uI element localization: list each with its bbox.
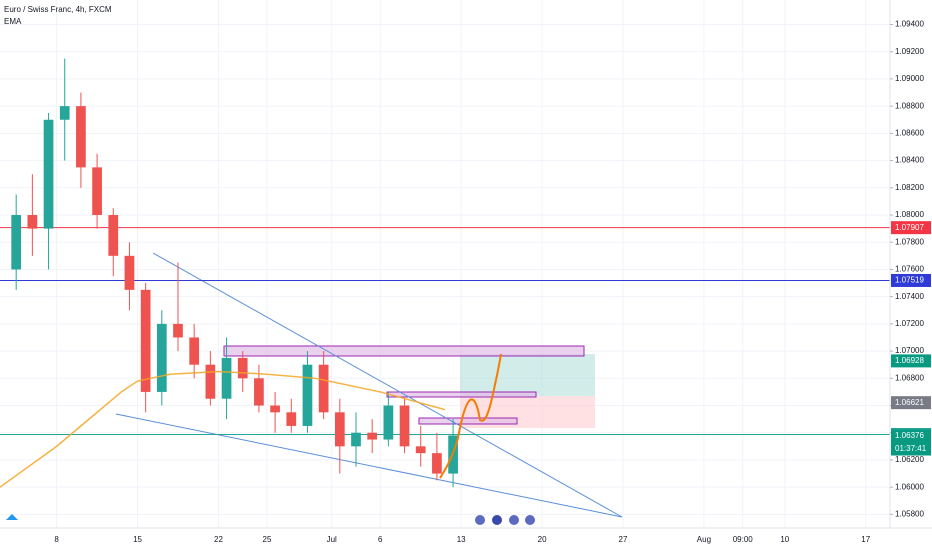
- y-tick-label: 1.07200: [895, 319, 924, 328]
- candle-body: [334, 412, 345, 447]
- x-tick-label: 22: [214, 535, 223, 544]
- axes: 1.09400 1.09200 1.09000 1.08800 1.08600 1.084…: [54, 20, 931, 544]
- candle-body: [432, 453, 442, 474]
- candle-body: [383, 405, 394, 440]
- zone-box: [418, 417, 518, 425]
- x-tick-label: Aug: [697, 535, 711, 544]
- x-tick-label: Jul: [327, 535, 337, 544]
- event-icon[interactable]: [509, 515, 519, 525]
- y-tick-label: 1.08600: [895, 128, 924, 137]
- x-tick-label: 15: [133, 535, 142, 544]
- indicator-name: EMA: [4, 17, 22, 26]
- x-tick-label: 13: [457, 535, 466, 544]
- candle-body: [173, 323, 183, 338]
- x-tick-label: 27: [619, 535, 628, 544]
- y-tick-label: 1.09200: [895, 47, 924, 56]
- candle-body: [318, 364, 329, 413]
- x-tick-label: 10: [780, 535, 789, 544]
- logo[interactable]: [6, 514, 18, 520]
- price-label: 1.07907: [895, 223, 924, 232]
- y-tick-label: 1.09000: [895, 74, 924, 83]
- price-label-box: [891, 221, 931, 235]
- price-label-box: [891, 396, 931, 410]
- trend-line: [152, 252, 623, 518]
- y-tick-label: 1.06000: [895, 482, 924, 491]
- x-tick-label: 17: [861, 535, 870, 544]
- candle-body: [351, 432, 361, 447]
- chart-title: Euro / Swiss Franc, 4h, FXCM: [4, 5, 112, 14]
- zone-box: [223, 345, 585, 357]
- price-label-box: [891, 429, 931, 443]
- y-tick-label: 1.08400: [895, 156, 924, 165]
- candle-body: [43, 119, 54, 229]
- x-tick-label: 25: [263, 535, 272, 544]
- price-label: 1.06621: [895, 398, 924, 407]
- y-tick-label: 1.07600: [895, 265, 924, 274]
- event-icon[interactable]: [492, 515, 502, 525]
- candle-body: [124, 255, 135, 290]
- candle-body: [367, 432, 378, 440]
- y-tick-label: 1.09400: [895, 20, 924, 29]
- event-icon[interactable]: [525, 515, 535, 525]
- target-zone: [460, 354, 595, 396]
- candle-body: [205, 364, 216, 399]
- candle-body: [11, 215, 22, 270]
- candle-body: [156, 323, 167, 392]
- x-tick-label: 20: [538, 535, 547, 544]
- event-icons: [475, 515, 535, 525]
- event-icon[interactable]: [475, 515, 485, 525]
- y-tick-label: 1.07800: [895, 237, 924, 246]
- ema-line: [0, 370, 446, 488]
- candle-body: [76, 106, 86, 168]
- candle-body: [59, 106, 70, 120]
- candle-body: [189, 337, 200, 365]
- y-tick-label: 1.06200: [895, 455, 924, 464]
- countdown-box: [891, 442, 931, 456]
- candle-body: [140, 289, 151, 392]
- candle-body: [108, 215, 119, 256]
- y-tick-label: 1.06800: [895, 373, 924, 382]
- y-tick-label: 1.08200: [895, 183, 924, 192]
- candle-body: [27, 215, 38, 229]
- x-tick-label: 09:00: [733, 535, 754, 544]
- price-label-box: [891, 354, 931, 368]
- trend-line: [115, 413, 623, 518]
- y-tick-label: 1.07400: [895, 292, 924, 301]
- y-tick-label: 1.07000: [895, 346, 924, 355]
- zone-box: [386, 391, 537, 398]
- candle-body: [237, 357, 248, 379]
- y-tick-label: 1.08800: [895, 101, 924, 110]
- countdown: 01:37:41: [895, 444, 927, 453]
- x-tick-label: 8: [54, 535, 59, 544]
- candle-body: [302, 364, 313, 426]
- x-tick-label: 6: [378, 535, 383, 544]
- candle-body: [286, 412, 297, 426]
- candle-body: [92, 167, 102, 216]
- price-label: 1.06928: [895, 356, 924, 365]
- price-label: 1.06376: [895, 431, 924, 440]
- price-label: 1.07519: [895, 276, 924, 285]
- y-tick-label: 1.05800: [895, 510, 924, 519]
- candle-body: [399, 405, 410, 447]
- candle-body: [415, 446, 426, 454]
- price-label-box: [891, 273, 931, 287]
- projection-path: [439, 353, 502, 479]
- candle-body: [254, 378, 264, 406]
- candle-body: [221, 357, 232, 399]
- y-tick-label: 1.08000: [895, 210, 924, 219]
- candle-body: [270, 405, 280, 413]
